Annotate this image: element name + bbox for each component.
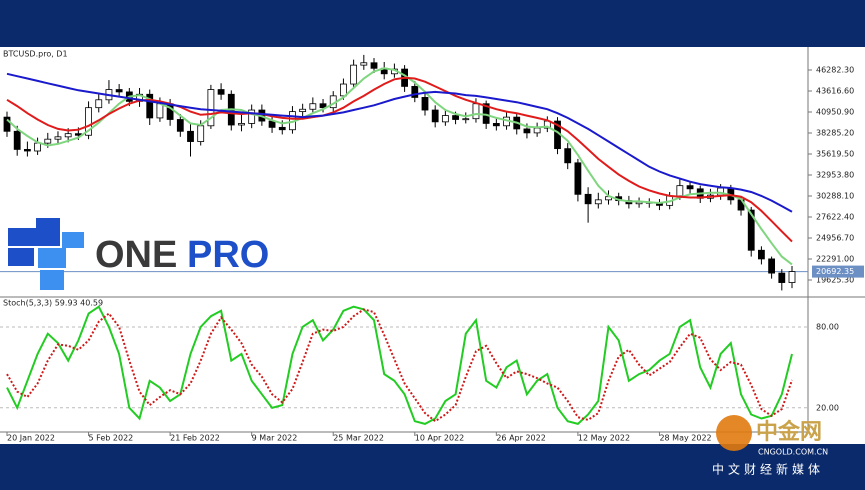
y-tick-label: 38285.20 [816, 128, 854, 137]
candle-body [370, 62, 378, 69]
candle-body [44, 138, 52, 144]
y-tick-label: 40950.90 [816, 107, 854, 116]
candle-body [472, 103, 480, 120]
x-tick-label: 25 Mar 2022 [333, 434, 384, 443]
x-tick-label: 5 Feb 2022 [89, 434, 134, 443]
candle-body [13, 130, 21, 150]
candle-body [85, 107, 92, 136]
candle-body [197, 125, 205, 142]
logo: ONE PRO [8, 218, 269, 290]
candle-body [156, 103, 164, 119]
y-tick-label: 30288.10 [816, 191, 854, 200]
candle-body [207, 89, 215, 127]
price-label: 20692.35 [816, 267, 854, 276]
watermark-slogan: 中文财经新媒体 [712, 462, 824, 477]
candle-body [564, 148, 572, 164]
x-tick-label: 26 Apr 2022 [496, 434, 545, 443]
logo-text: ONE [95, 234, 177, 276]
candle-body [492, 123, 500, 127]
candle-body [360, 62, 368, 66]
x-tick-label: 12 May 2022 [578, 434, 630, 443]
y-tick-label: 46282.30 [816, 65, 854, 74]
candle-body [788, 271, 796, 283]
y-tick-label: 27622.40 [816, 212, 854, 221]
series-line [6, 72, 793, 213]
candle-body [747, 209, 755, 251]
candle-body [758, 249, 765, 260]
candle-body [115, 89, 123, 93]
candle-body [187, 130, 194, 142]
candle-body [309, 103, 317, 110]
logo-icon [8, 218, 60, 246]
x-tick-label: 9 Mar 2022 [252, 434, 298, 443]
candle-body [278, 126, 286, 131]
logo-icon [8, 248, 34, 266]
candle-body [64, 133, 72, 138]
plot: 46282.30 43616.60 40950.90 38285.20 35619.50… [0, 54, 864, 443]
x-tick-label: 10 Apr 2022 [415, 434, 464, 443]
series-line [6, 305, 793, 426]
logo-icon [38, 248, 66, 268]
candle-body [146, 93, 154, 119]
candle-body [350, 64, 358, 85]
price-tag [812, 265, 864, 278]
y-tick-label: 43616.60 [816, 86, 854, 95]
x-tick-label: 20 Jan 2022 [7, 434, 55, 443]
candle-body [421, 97, 429, 111]
logo-icon [62, 232, 84, 248]
candle-body [268, 120, 276, 128]
candle-body [238, 123, 245, 126]
logo-text: PRO [187, 234, 269, 276]
y-tick-label: 19625.30 [816, 275, 854, 284]
y-tick-label: 32953.80 [816, 170, 854, 179]
y-tick-label: 35619.50 [816, 149, 854, 158]
series-line [6, 67, 793, 266]
candle-body [768, 258, 776, 274]
candle-body [584, 193, 592, 205]
candle-body [676, 185, 684, 197]
candle-body [340, 83, 347, 97]
candle-body [574, 162, 582, 195]
candle-body [248, 109, 256, 124]
candle-body [523, 128, 531, 134]
candle-body [452, 115, 459, 120]
watermark-icon [716, 415, 752, 451]
candle-body [23, 149, 31, 152]
candle-body [176, 119, 184, 132]
watermark-brand: 中金网 [756, 419, 822, 445]
series-line [6, 76, 793, 243]
x-tick-label: 21 Feb 2022 [170, 434, 220, 443]
series-line [6, 308, 793, 423]
candle-body [431, 109, 439, 123]
x-tick-label: 28 May 2022 [659, 434, 711, 443]
candle-body [594, 199, 602, 205]
candle-body [34, 142, 41, 152]
candle-body [3, 116, 11, 132]
candle-body [462, 118, 470, 121]
candle-body [95, 99, 103, 109]
watermark: 中金网 CNGOLD.COM.CN 中文财经新媒体 [712, 415, 828, 477]
y-tick-label: 24956.70 [816, 233, 854, 242]
watermark-site: CNGOLD.COM.CN [758, 448, 828, 457]
candle-body [778, 272, 786, 283]
candle-body [533, 127, 541, 134]
chart-title: BTCUSD.pro, D1 [3, 50, 68, 59]
candle-body [217, 89, 225, 95]
y-tick-label: 22291.00 [816, 254, 854, 263]
y-tick-label: 20.00 [816, 403, 839, 412]
y-tick-label: 80.00 [816, 322, 839, 331]
candle-body [441, 115, 449, 123]
candle-body [319, 103, 327, 109]
candle-body [686, 185, 694, 190]
candle-body [299, 108, 307, 113]
logo-icon [40, 270, 64, 290]
candle-body [411, 86, 419, 98]
candle-body [54, 136, 62, 140]
indicator-title: Stoch(5,3,3) 59.93 40.59 [3, 299, 103, 308]
